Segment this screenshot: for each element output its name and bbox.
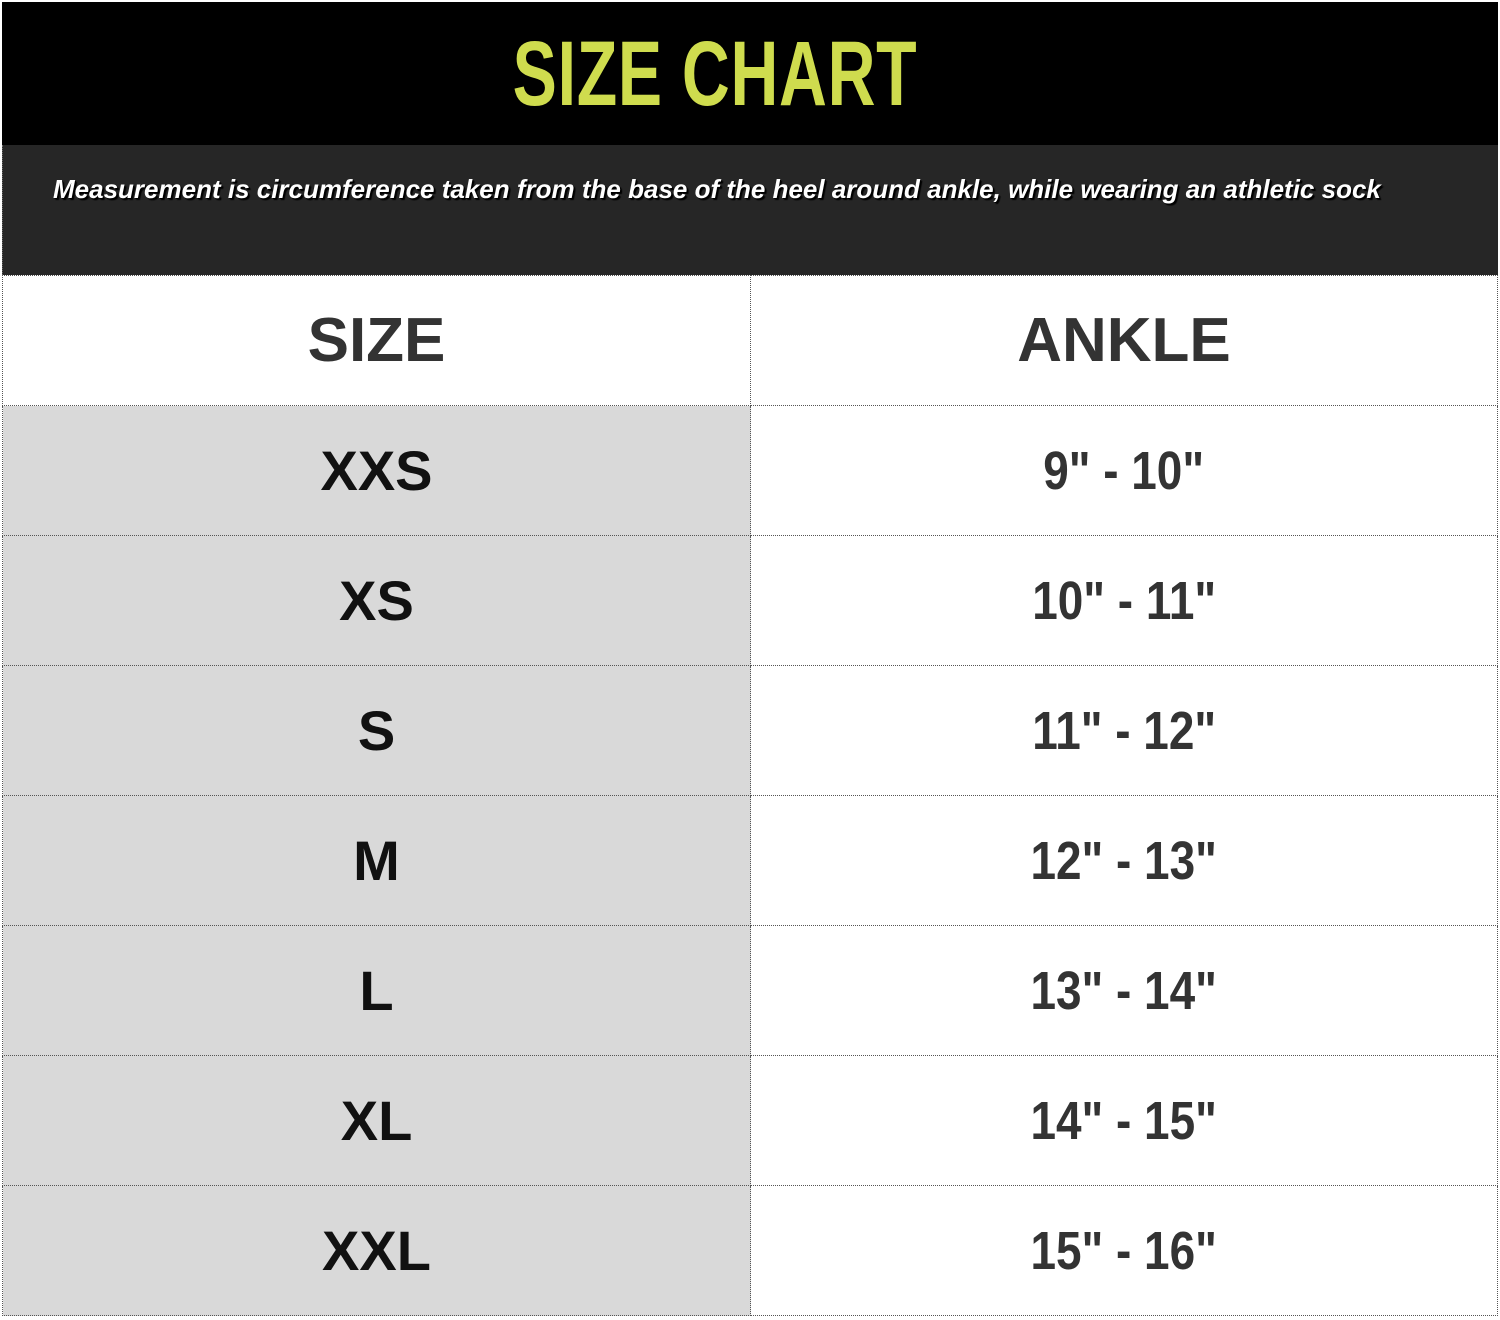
size-cell: XS [2, 535, 751, 666]
size-table: SIZE ANKLE XXS 9" - 10" XS 10" - 11" S 11" - … [2, 275, 1498, 1316]
ankle-value: 10" - 11" [1032, 570, 1216, 631]
ankle-cell: 14" - 15" [750, 1055, 1498, 1186]
ankle-cell: 13" - 14" [750, 925, 1498, 1056]
table-row: XS 10" - 11" [2, 535, 1498, 666]
header-ankle: ANKLE [750, 275, 1498, 406]
ankle-value: 11" - 12" [1032, 700, 1216, 761]
measurement-note: Measurement is circumference taken from … [53, 174, 1381, 204]
table-row: XXS 9" - 10" [2, 405, 1498, 536]
ankle-value: 12" - 13" [1030, 830, 1218, 891]
size-cell: XXS [2, 405, 751, 536]
ankle-cell: 10" - 11" [750, 535, 1498, 666]
table-row: L 13" - 14" [2, 925, 1498, 1056]
ankle-value: 14" - 15" [1030, 1090, 1218, 1151]
ankle-value: 15" - 16" [1030, 1220, 1218, 1281]
header-size: SIZE [2, 275, 751, 406]
table-row: S 11" - 12" [2, 665, 1498, 796]
size-cell: M [2, 795, 751, 926]
title-banner [2, 2, 1498, 145]
size-cell: XXL [2, 1185, 751, 1316]
page-title: SIZE CHART [512, 23, 918, 125]
table-row: XL 14" - 15" [2, 1055, 1498, 1186]
ankle-value: 13" - 14" [1030, 960, 1218, 1021]
ankle-cell: 11" - 12" [750, 665, 1498, 796]
ankle-value: 9" - 10" [1043, 440, 1205, 501]
table-row: XXL 15" - 16" [2, 1185, 1498, 1316]
table-row: M 12" - 13" [2, 795, 1498, 926]
table-header-row: SIZE ANKLE [2, 275, 1498, 406]
ankle-cell: 12" - 13" [750, 795, 1498, 926]
ankle-cell: 9" - 10" [750, 405, 1498, 536]
size-cell: L [2, 925, 751, 1056]
ankle-cell: 15" - 16" [750, 1185, 1498, 1316]
measurement-note-banner: Measurement is circumference taken from … [2, 145, 1498, 275]
size-cell: S [2, 665, 751, 796]
size-cell: XL [2, 1055, 751, 1186]
